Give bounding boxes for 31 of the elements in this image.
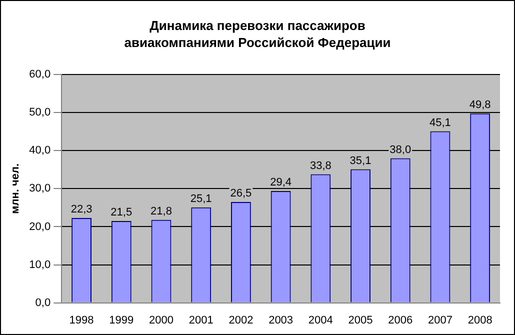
y-tick-label: 30,0 bbox=[29, 182, 51, 195]
data-label: 22,3 bbox=[70, 204, 92, 216]
data-label: 21,5 bbox=[110, 206, 132, 219]
data-label: 33,8 bbox=[310, 160, 332, 172]
x-tick-label: 1999 bbox=[109, 314, 134, 326]
data-label: 29,4 bbox=[270, 176, 292, 189]
y-tick-label: 50,0 bbox=[29, 106, 51, 119]
y-tick-label: 60,0 bbox=[29, 68, 51, 81]
data-label: 45,1 bbox=[430, 116, 451, 129]
x-tick-label: 2005 bbox=[348, 314, 373, 326]
data-label: 25,1 bbox=[190, 192, 212, 205]
data-label: 38,0 bbox=[390, 144, 412, 156]
y-axis-title: млн. чел. bbox=[10, 163, 22, 214]
x-tick-label: 1998 bbox=[69, 314, 94, 326]
x-tick-label: 2002 bbox=[228, 314, 254, 326]
x-tick-label: 2007 bbox=[428, 314, 452, 326]
data-label: 21,8 bbox=[150, 205, 172, 218]
x-tick-label: 2006 bbox=[388, 314, 413, 326]
data-label: 35,1 bbox=[350, 154, 372, 167]
y-tick-label: 40,0 bbox=[29, 144, 51, 157]
x-tick-label: 2000 bbox=[149, 314, 174, 326]
y-tick-label: 20,0 bbox=[29, 220, 51, 233]
x-tick-label: 2001 bbox=[188, 314, 214, 326]
y-tick-label: 0,0 bbox=[35, 296, 51, 309]
chart-title: Динамика перевозки пассажиров авиакомпаниями Российской Федерации bbox=[123, 17, 392, 52]
x-tick-label: 2004 bbox=[308, 314, 333, 326]
x-tick-label: 2008 bbox=[468, 314, 492, 326]
x-tick-label: 2003 bbox=[268, 314, 294, 326]
data-label: 26,5 bbox=[230, 188, 252, 200]
data-label: 49,8 bbox=[469, 98, 491, 111]
y-tick-label: 10,0 bbox=[29, 258, 51, 271]
